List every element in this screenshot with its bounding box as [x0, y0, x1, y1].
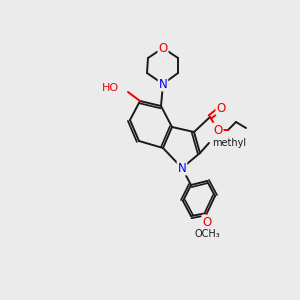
- Text: O: O: [213, 124, 223, 136]
- Text: OCH₃: OCH₃: [194, 229, 220, 239]
- Text: HO: HO: [102, 83, 119, 93]
- Text: N: N: [178, 161, 186, 175]
- Text: O: O: [216, 101, 226, 115]
- Text: O: O: [202, 215, 211, 229]
- Text: O: O: [158, 41, 168, 55]
- Text: methyl: methyl: [212, 138, 246, 148]
- Text: N: N: [159, 77, 167, 91]
